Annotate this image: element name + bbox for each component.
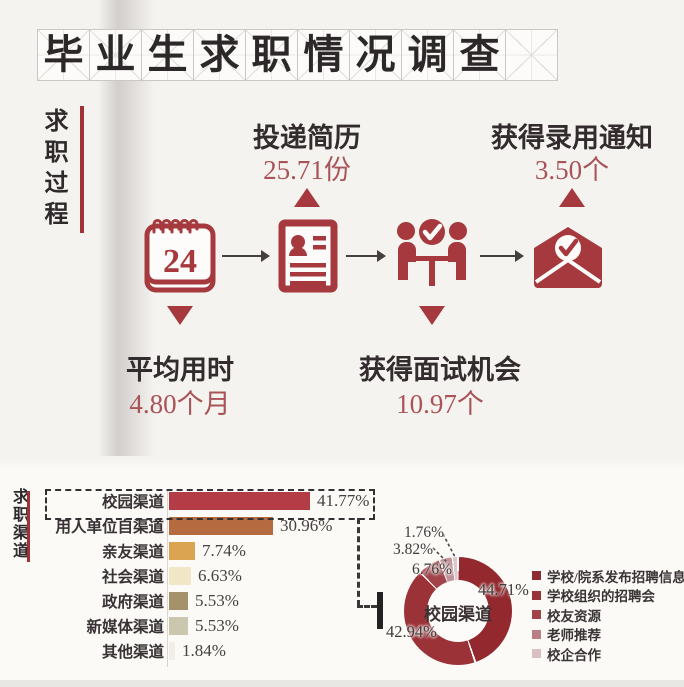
bar-row-other: 其他渠道 1.84% <box>40 638 369 663</box>
bar-value: 5.53% <box>195 615 239 635</box>
bar-social <box>169 566 191 585</box>
donut-leader-lines <box>432 533 456 562</box>
bar-row-friends: 亲友渠道 7.74% <box>40 538 369 563</box>
bar-value: 30.96% <box>280 515 333 535</box>
legend-swatch-icon <box>532 571 541 581</box>
connector-dashed-vertical <box>357 518 360 606</box>
triangle-down-icon <box>167 306 193 325</box>
bar-chart: 校园渠道 41.77% 用人单位自渠道 30.96% 亲友渠道 7.74% 社会… <box>40 488 369 663</box>
connector-dashed-horizontal <box>357 605 377 608</box>
bar-row-social: 社会渠道 6.63% <box>40 563 369 588</box>
donut-pct-label-s4: 3.82% <box>393 541 434 558</box>
legend-label: 学校/院系发布招聘信息 <box>547 569 684 585</box>
section-divider-line <box>27 491 30 562</box>
legend-label: 校友资源 <box>547 608 601 624</box>
step-value-time: 4.80个月 <box>129 389 231 419</box>
calendar-icon: 24 <box>143 216 217 303</box>
donut-pct-label-s1: 44.71% <box>478 580 529 599</box>
legend-swatch-icon <box>532 629 541 639</box>
title-char-cell: 况 <box>349 29 402 81</box>
bar-label: 校园渠道 <box>101 493 164 511</box>
bar-row-employer: 用人单位自渠道 30.96% <box>40 513 369 538</box>
bar-value: 41.77% <box>317 490 370 510</box>
legend-label: 学校组织的招聘会 <box>547 589 655 605</box>
step-label-interview: 获得面试机会 <box>359 355 521 385</box>
donut-pct-label-s5: 1.76% <box>404 524 445 541</box>
bar-chart-axis <box>167 489 168 667</box>
step-value-interview: 10.97个 <box>396 389 484 419</box>
bar-friends <box>169 541 195 560</box>
step-label-time: 平均用时 <box>126 355 234 385</box>
bar-value: 7.74% <box>202 540 246 560</box>
legend-item: 学校/院系发布招聘信息 <box>532 566 684 586</box>
bar-row-newmedia: 新媒体渠道 5.53% <box>40 613 369 638</box>
bar-newmedia <box>169 616 188 635</box>
step-label-resume: 投递简历 <box>253 123 361 153</box>
legend-swatch-icon <box>532 649 541 659</box>
title-char-cell: 毕 <box>37 29 90 81</box>
bar-label: 用人单位自渠道 <box>55 518 164 536</box>
bar-value: 5.53% <box>195 590 239 610</box>
bar-label: 其他渠道 <box>101 643 164 661</box>
arrow-right-icon <box>480 248 524 264</box>
legend-item: 学校组织的招聘会 <box>532 586 684 606</box>
section-label-job-channels: 求职渠道 <box>10 488 27 560</box>
bar-label: 亲友渠道 <box>101 543 164 561</box>
step-label-offer: 获得录用通知 <box>491 123 653 153</box>
section-label-job-process: 求职过程 <box>40 108 66 232</box>
bar-government <box>169 591 188 610</box>
offer-mail-icon <box>529 224 607 297</box>
highlight-dashed-box <box>45 489 375 520</box>
title-char-cell: 调 <box>401 29 454 81</box>
bar-value: 6.63% <box>198 565 242 585</box>
arrow-right-icon <box>346 248 386 264</box>
title-char-cell: 生 <box>141 29 194 81</box>
title-char-cell: 求 <box>193 29 246 81</box>
bar-label: 新媒体渠道 <box>86 618 164 636</box>
title-char-cell: 情 <box>297 29 350 81</box>
interview-icon <box>390 214 474 303</box>
legend-swatch-icon <box>532 610 541 620</box>
bar-row-campus: 校园渠道 41.77% <box>40 488 369 513</box>
section-divider-line <box>80 106 84 233</box>
title-char-cell: 查 <box>453 29 506 81</box>
donut-center-label: 校园渠道 <box>424 605 492 624</box>
legend-label: 校企合作 <box>547 647 601 663</box>
donut-legend: 学校/院系发布招聘信息 学校组织的招聘会 校友资源 老师推荐 校企合作 <box>532 566 684 664</box>
bar-campus <box>169 491 310 510</box>
title-char-cell: 职 <box>245 29 298 81</box>
triangle-up-icon <box>294 188 320 207</box>
bar-employer <box>169 516 273 535</box>
bar-other <box>169 641 175 660</box>
bar-value: 1.84% <box>182 640 226 660</box>
triangle-down-icon <box>419 306 445 325</box>
calendar-day-number: 24 <box>163 243 197 280</box>
arrow-right-icon <box>222 248 270 264</box>
bottom-border-strip <box>0 680 684 687</box>
donut-hole <box>427 580 489 642</box>
title-char-cell-empty <box>505 29 558 81</box>
legend-item: 老师推荐 <box>532 625 684 645</box>
step-value-resume: 25.71份 <box>263 155 351 185</box>
legend-label: 老师推荐 <box>547 628 601 644</box>
donut-pct-label-s2: 42.94% <box>386 622 437 641</box>
resume-icon <box>277 218 339 299</box>
title-char-cell: 业 <box>89 29 142 81</box>
legend-item: 校企合作 <box>532 644 684 664</box>
connector-end-bar <box>377 592 383 629</box>
bar-label: 社会渠道 <box>101 568 164 586</box>
bar-label: 政府渠道 <box>101 593 164 611</box>
bar-row-government: 政府渠道 5.53% <box>40 588 369 613</box>
legend-swatch-icon <box>532 590 541 600</box>
donut-pct-label-s3: 6.76% <box>412 561 453 578</box>
step-value-offer: 3.50个 <box>534 155 610 185</box>
legend-item: 校友资源 <box>532 605 684 625</box>
page-title: 毕 业 生 求 职 情 况 调 查 <box>37 29 558 81</box>
triangle-up-icon <box>559 188 585 207</box>
